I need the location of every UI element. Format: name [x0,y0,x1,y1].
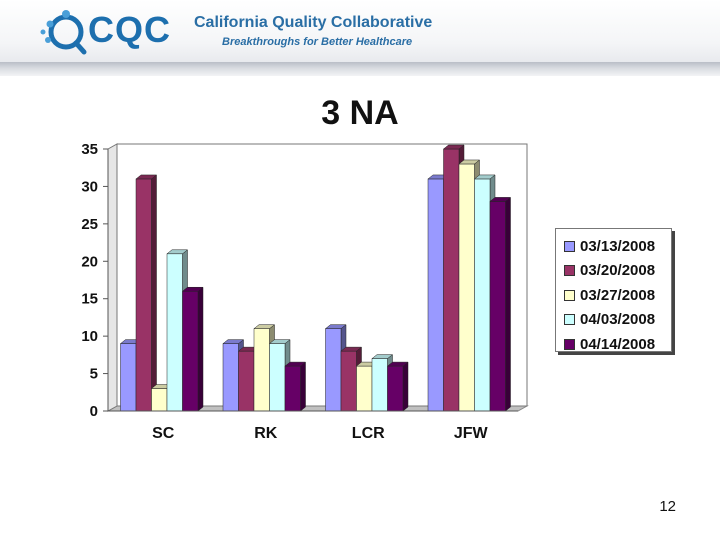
bar-sc-3 [151,388,168,412]
page-number: 12 [659,498,676,515]
bar-jfw-2 [443,148,460,412]
legend-swatch [564,314,575,326]
bar-side [197,286,204,412]
legend-item: 03/13/2008 [564,234,671,259]
chart-legend: 03/13/2008 03/20/2008 03/27/2008 04/03/2008… [555,228,672,353]
y-tick-label: 15 [81,291,98,308]
x-tick-label: JFW [454,425,489,442]
legend-item: 03/20/2008 [564,259,671,284]
bar-jfw-5 [489,201,506,412]
bar-lcr-2 [340,350,357,412]
bar-rk-2 [238,350,255,412]
bar-top [284,361,307,367]
legend-label: 04/03/2008 [580,311,656,329]
bar-sc-1 [120,343,137,412]
bar-top [489,197,512,202]
cqc-logo-icon [40,10,87,55]
bar-top [386,361,409,367]
bar-rk-1 [222,343,239,412]
bar-top [135,174,158,180]
legend-label: 03/13/2008 [580,237,656,255]
legend-swatch [564,338,575,350]
y-tick-label: 30 [81,178,98,195]
legend-item: 03/27/2008 [564,283,671,308]
legend-label: 03/27/2008 [580,286,656,304]
bar-sc-5 [182,290,199,412]
legend-swatch [564,240,575,252]
legend-item: 04/14/2008 [564,332,671,357]
bar-rk-3 [253,328,270,412]
bar-lcr-5 [387,365,404,412]
bar-top [253,324,276,329]
logo-text: CQC [88,9,171,50]
legend-item: 04/03/2008 [564,308,671,333]
chart-side-wall [107,143,118,412]
y-tick-label: 10 [81,328,98,345]
legend-swatch [564,289,575,301]
bar-side [402,361,409,412]
y-tick-label: 20 [81,253,98,270]
bar-side [151,174,157,412]
bar-top [324,324,347,329]
slide-title: 3 NA [321,94,399,132]
y-tick-label: 25 [81,216,98,233]
bar-top [222,339,245,344]
tagline: Breakthroughs for Better Healthcare [222,36,413,48]
bar-top [268,339,291,344]
bar-side [505,196,511,412]
bar-top [340,346,363,352]
x-tick-label: RK [254,425,278,442]
x-tick-label: SC [152,425,175,442]
bar-lcr-4 [371,358,388,412]
org-name: California Quality Collaborative [194,14,433,31]
y-tick-label: 35 [81,141,98,158]
legend-label: 04/14/2008 [580,335,656,353]
bar-top [442,144,465,150]
bar-top [166,249,189,255]
legend-label: 03/20/2008 [580,262,656,280]
bar-jfw-1 [427,178,444,412]
bar-top [371,354,394,359]
bar-top [181,286,204,292]
bar-side [300,361,306,412]
bar-rk-5 [284,365,301,412]
legend-swatch [564,265,575,277]
bar-lcr-1 [325,328,342,412]
bar-sc-4 [166,253,183,412]
x-tick-label: LCR [352,425,385,442]
bar-jfw-3 [458,163,475,412]
bar-top [473,174,496,180]
bar-sc-2 [135,178,152,412]
bar-jfw-4 [474,178,491,412]
bar-rk-4 [269,343,286,412]
header-divider [0,62,720,76]
header-banner: CQC California Quality Collaborative Bre… [0,0,720,62]
y-tick-label: 0 [90,403,98,420]
bar-lcr-3 [356,365,373,412]
y-tick-label: 5 [90,366,98,383]
bar-top [458,159,481,165]
